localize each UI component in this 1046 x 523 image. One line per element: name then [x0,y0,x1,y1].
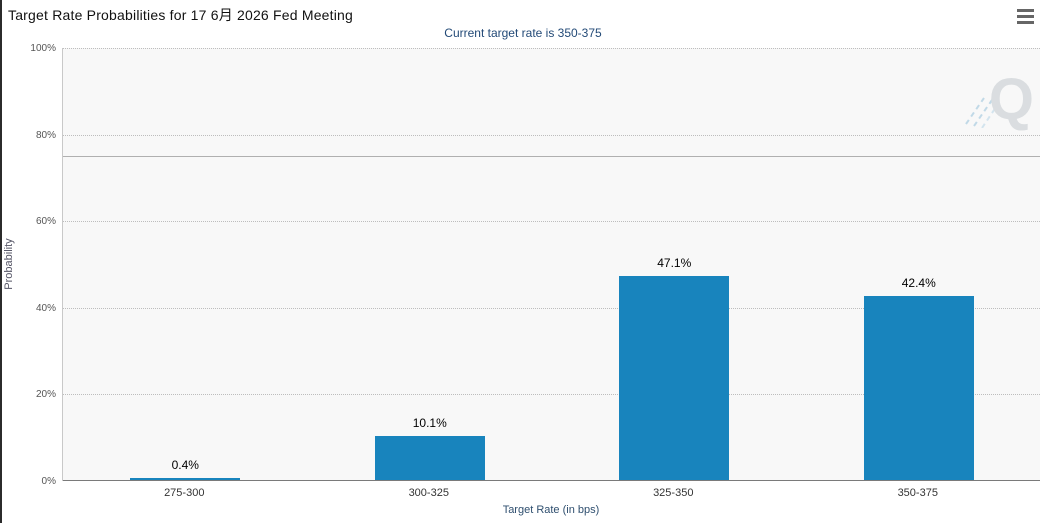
y-tick-label: 40% [35,302,56,314]
x-tick-label: 300-325 [408,487,449,499]
y-tick-label: 20% [35,389,56,401]
bar-value-label: 10.1% [412,416,447,431]
y-tick-label: 0% [41,476,56,487]
y-axis-title: Probability [3,238,15,290]
x-tick-label: 350-375 [897,487,938,499]
bar-value-label: 47.1% [657,256,692,271]
x-tick-label: 325-350 [653,487,694,499]
chart-title: Target Rate Probabilities for 17 6月 2026… [8,7,354,23]
bar-300-325[interactable] [374,436,485,480]
watermark-hatch-lines [965,97,998,128]
bar-275-300[interactable] [130,478,241,480]
reference-line [63,156,1040,158]
chart-subtitle: Current target rate is 350-375 [444,26,602,40]
bar-350-375[interactable] [863,296,974,480]
plot-area: Q 0.4% 10.1% 47.1% 42.4% [62,48,1040,481]
y-tick-label: 60% [35,216,56,228]
hamburger-menu-icon[interactable] [1012,5,1038,27]
gridline-40 [63,307,1040,309]
gridline-60 [63,221,1040,223]
bar-325-350[interactable] [619,276,730,480]
x-axis-line [63,480,1040,481]
x-tick-label: 275-300 [164,487,205,499]
gridline-20 [63,394,1040,396]
x-axis-title: Target Rate (in bps) [502,504,600,516]
quikstrike-watermark-icon: Q [964,70,1034,140]
hamburger-line [1016,14,1034,18]
y-tick-label: 100% [30,43,56,54]
hamburger-line [1016,8,1034,12]
gridline-80 [63,134,1040,136]
gridline-100 [63,48,1040,49]
watermark-letter: Q [988,67,1034,132]
bar-value-label: 0.4% [171,458,199,472]
bar-value-label: 42.4% [901,276,936,291]
page-left-border [0,0,2,523]
y-tick-label: 80% [35,129,56,141]
hamburger-line [1016,20,1034,24]
